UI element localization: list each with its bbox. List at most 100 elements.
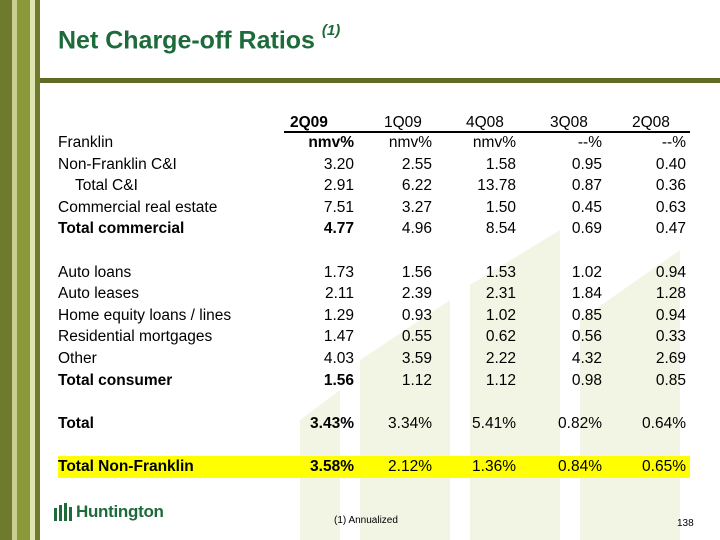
table-cell: 4.32: [571, 349, 602, 367]
table-cell: 3.59: [401, 349, 432, 367]
table-cell: 2.69: [655, 349, 686, 367]
table-cell: 0.87: [571, 177, 602, 195]
page-title: Net Charge-off Ratios (1): [58, 22, 340, 55]
table-cell: 0.85: [571, 306, 602, 324]
table-cell: 0.69: [571, 220, 602, 238]
table-cell: 4.03: [323, 349, 354, 367]
table-cell: 0.94: [655, 263, 686, 281]
table-cell: 1.29: [323, 306, 354, 324]
table-cell: 1.12: [401, 371, 432, 389]
table-cell: 0.94: [655, 306, 686, 324]
table-cell: 0.45: [571, 198, 602, 216]
table-cell: --%: [577, 134, 602, 151]
table-cell: 6.22: [401, 177, 432, 195]
charge-off-table: 2Q09 1Q09 4Q08 3Q08 2Q08 Franklin nmv% nmv…: [58, 112, 690, 478]
table-cell: 0.33: [655, 328, 686, 346]
table-cell: 0.40: [655, 155, 686, 173]
huntington-logo: Huntington: [54, 502, 164, 522]
table-row: Total 3.43% 3.34% 5.41% 0.82% 0.64%: [58, 413, 690, 435]
column-header: 2Q09: [290, 114, 328, 131]
table-cell: 5.41%: [472, 414, 516, 432]
table-cell: 7.51: [323, 198, 354, 216]
table-cell: --%: [661, 134, 686, 151]
table-cell: 0.64%: [642, 414, 686, 432]
table-cell: 13.78: [477, 177, 516, 195]
table-cell: 1.73: [323, 263, 354, 281]
table-row: Total commercial 4.77 4.96 8.54 0.69 0.47: [58, 218, 690, 240]
decorative-stripe: [30, 0, 35, 540]
table-cell: 4.96: [401, 220, 432, 238]
footnote: (1) Annualized: [334, 515, 398, 526]
logo-wordmark: Huntington: [76, 502, 164, 521]
decorative-stripe: [12, 0, 17, 540]
row-label: Total Non-Franklin: [58, 457, 194, 475]
table-cell: 3.58%: [310, 457, 354, 475]
table-cell: 0.65%: [642, 457, 686, 475]
table-cell: nmv%: [308, 134, 354, 151]
decorative-stripe: [17, 0, 30, 540]
row-label: Total consumer: [58, 371, 173, 389]
table-cell: 1.02: [571, 263, 602, 281]
table-row: Franklin nmv% nmv% nmv% --% --%: [58, 132, 690, 154]
table-cell: 2.12%: [388, 457, 432, 475]
table-cell: 2.55: [401, 155, 432, 173]
table-cell: 0.95: [571, 155, 602, 173]
table-cell: 0.85: [655, 371, 686, 389]
header-underline: [284, 131, 690, 133]
table-row: Residential mortgages 1.47 0.55 0.62 0.56 0.3…: [58, 326, 690, 348]
table-cell: 0.62: [485, 328, 516, 346]
row-label: Other: [58, 349, 97, 367]
row-label: Total: [58, 414, 94, 432]
table-cell: 0.84%: [558, 457, 602, 475]
table-cell: 3.34%: [388, 414, 432, 432]
table-cell: 1.50: [485, 198, 516, 216]
table-cell: 2.91: [323, 177, 354, 195]
table-cell: 1.02: [485, 306, 516, 324]
table-cell: 2.11: [324, 285, 354, 303]
table-row: Commercial real estate 7.51 3.27 1.50 0.45 0.…: [58, 197, 690, 219]
table-row: Non-Franklin C&I 3.20 2.55 1.58 0.95 0.40: [58, 154, 690, 176]
page-title-text: Net Charge-off Ratios: [58, 26, 315, 55]
table-cell: 1.36%: [472, 457, 516, 475]
row-label: Non-Franklin C&I: [58, 155, 177, 173]
table-cell: 2.22: [485, 349, 516, 367]
table-row: Auto loans 1.73 1.56 1.53 1.02 0.94: [58, 262, 690, 284]
column-header: 1Q09: [384, 114, 422, 131]
table-cell: 1.58: [485, 155, 516, 173]
table-cell: 1.12: [485, 371, 516, 389]
huntington-logo-icon: [54, 503, 72, 521]
row-label: Residential mortgages: [58, 328, 213, 346]
table-cell: 2.39: [401, 285, 432, 303]
row-label: Total C&I: [75, 177, 138, 195]
column-header: 4Q08: [466, 114, 504, 131]
table-row: Total Non-Franklin 3.58% 2.12% 1.36% 0.84% 0.…: [58, 455, 690, 478]
table-cell: 1.28: [655, 285, 686, 303]
page-number: 138: [677, 518, 694, 529]
table-cell: 0.47: [655, 220, 686, 238]
table-cell: 0.93: [401, 306, 432, 324]
table-cell: 1.56: [323, 371, 354, 389]
table-cell: 0.56: [571, 328, 602, 346]
table-cell: 1.47: [323, 328, 354, 346]
table-cell: 3.43%: [310, 414, 354, 432]
table-cell: 1.84: [571, 285, 602, 303]
decorative-stripe: [35, 0, 40, 540]
row-spacer: [58, 434, 690, 456]
row-label: Home equity loans / lines: [58, 306, 232, 324]
row-label: Commercial real estate: [58, 198, 218, 216]
title-footnote-marker: (1): [321, 22, 341, 39]
row-label: Franklin: [58, 134, 114, 151]
table-cell: 0.98: [571, 371, 602, 389]
table-cell: 1.56: [401, 263, 432, 281]
table-row: Other 4.03 3.59 2.22 4.32 2.69: [58, 348, 690, 370]
column-header: 3Q08: [550, 114, 588, 131]
row-spacer: [58, 391, 690, 413]
table-cell: 1.53: [485, 263, 516, 281]
table-cell: 0.36: [655, 177, 686, 195]
table-cell: 0.82%: [558, 414, 602, 432]
table-row: Total C&I 2.91 6.22 13.78 0.87 0.36: [58, 175, 690, 197]
table-row: Total consumer 1.56 1.12 1.12 0.98 0.85: [58, 370, 690, 392]
row-spacer: [58, 240, 690, 262]
table-cell: 0.55: [401, 328, 432, 346]
row-label: Auto leases: [58, 285, 139, 303]
